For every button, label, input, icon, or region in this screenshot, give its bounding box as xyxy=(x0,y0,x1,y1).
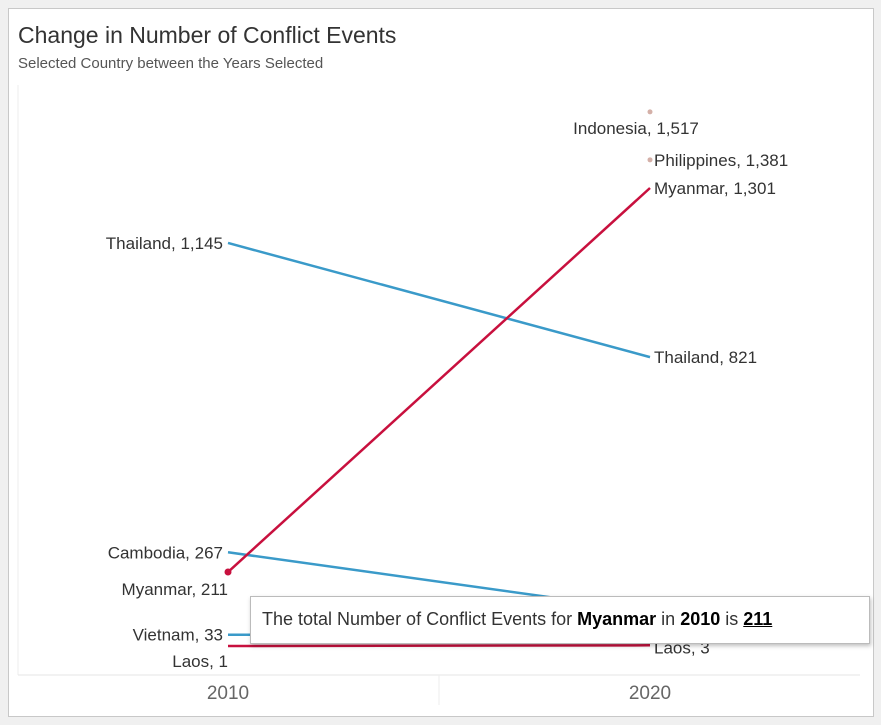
highlight-point xyxy=(224,568,232,576)
data-label: Indonesia, 1,517 xyxy=(573,119,699,138)
tooltip-text: The total Number of Conflict Events for xyxy=(262,609,578,629)
tooltip-year: 2010 xyxy=(680,609,721,629)
data-label: Myanmar, 1,301 xyxy=(654,179,776,198)
data-label: Thailand, 1,145 xyxy=(106,234,223,253)
tooltip-value: 211 xyxy=(743,609,773,629)
data-label: Thailand, 821 xyxy=(654,348,757,367)
series-line-laos xyxy=(227,644,651,648)
tooltip-country: Myanmar xyxy=(577,609,657,629)
data-point xyxy=(647,109,653,115)
x-tick-label: 2020 xyxy=(629,683,671,704)
tooltip-text: in xyxy=(656,609,681,629)
data-label: Vietnam, 33 xyxy=(133,626,223,645)
data-point xyxy=(647,157,653,163)
x-tick-label: 2010 xyxy=(207,683,249,704)
data-label: Cambodia, 267 xyxy=(108,543,223,562)
data-label: Myanmar, 211 xyxy=(122,580,228,599)
data-label: Philippines, 1,381 xyxy=(654,151,788,170)
chart-title: Change in Number of Conflict Events xyxy=(18,22,397,48)
tooltip: The total Number of Conflict Events for … xyxy=(250,596,870,644)
series-line-myanmar xyxy=(227,187,651,573)
tooltip-text: is xyxy=(720,609,744,629)
data-label: Laos, 1 xyxy=(172,652,228,671)
series-line-thailand xyxy=(227,241,651,359)
chart-subtitle: Selected Country between the Years Selec… xyxy=(18,55,324,72)
